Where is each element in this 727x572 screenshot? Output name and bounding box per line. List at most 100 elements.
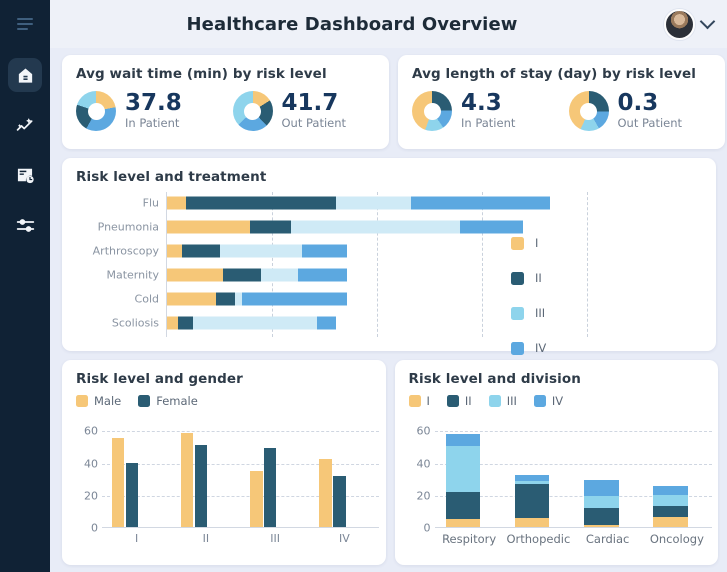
- bar-segment-I[interactable]: [167, 268, 224, 282]
- bar-segment-IV[interactable]: [242, 292, 347, 306]
- bar-group: [504, 427, 573, 527]
- legend-item[interactable]: I: [408, 394, 430, 408]
- bar-segment-I[interactable]: [653, 517, 688, 527]
- bar-segment-I[interactable]: [514, 518, 550, 527]
- donut-chart: [232, 91, 273, 131]
- bar-female[interactable]: [264, 448, 277, 527]
- bar-segment-II[interactable]: [185, 196, 336, 210]
- chart-card-risk-level-and-gender: Risk level and gender Male Female 0 20 4…: [62, 360, 386, 565]
- bar-segment-I[interactable]: [167, 244, 182, 258]
- legend-item[interactable]: Female: [138, 394, 198, 408]
- document-clock-icon: [15, 165, 35, 185]
- bar-group: [310, 427, 379, 527]
- x-axis-tick: III: [270, 532, 280, 545]
- bar-segment-IV[interactable]: [302, 244, 347, 258]
- legend-item[interactable]: IV: [511, 341, 581, 355]
- bar-segment-III[interactable]: [445, 446, 481, 492]
- chart-legend: I II III IV: [395, 387, 719, 408]
- page-title: Healthcare Dashboard Overview: [186, 13, 518, 35]
- legend-label: I: [535, 236, 539, 250]
- bar-segment-III[interactable]: [290, 220, 460, 234]
- y-axis-tick: Scoliosis: [111, 316, 159, 330]
- legend-item[interactable]: IV: [533, 394, 563, 408]
- chart-legend: I II III IV: [511, 236, 581, 376]
- bar-male[interactable]: [180, 432, 194, 527]
- bar-flu[interactable]: [167, 196, 550, 210]
- avatar[interactable]: [664, 8, 695, 40]
- bar-female[interactable]: [194, 444, 208, 527]
- kpi-value: 0.3: [617, 89, 659, 116]
- legend-item[interactable]: Male: [76, 394, 121, 408]
- legend-item[interactable]: I: [511, 236, 581, 250]
- donut-chart: [412, 91, 452, 131]
- bar-segment-IV[interactable]: [584, 480, 619, 497]
- bar-segment-I[interactable]: [167, 292, 216, 306]
- bar-segment-II[interactable]: [249, 220, 291, 234]
- bar-female[interactable]: [333, 476, 346, 527]
- sidebar-item-reports[interactable]: [8, 158, 42, 192]
- bar-male[interactable]: [111, 438, 125, 527]
- bar-segment-IV[interactable]: [298, 268, 347, 282]
- bar-segment-III[interactable]: [234, 292, 242, 306]
- hamburger-icon[interactable]: [0, 0, 50, 48]
- bar-cold[interactable]: [167, 292, 347, 306]
- bar-arthroscopy[interactable]: [167, 244, 347, 258]
- bar-segment-II[interactable]: [215, 292, 235, 306]
- bar-segment-III[interactable]: [335, 196, 411, 210]
- bar-segment-IV[interactable]: [653, 485, 688, 495]
- sidebar-item-analytics[interactable]: [8, 108, 42, 142]
- bar-segment-III[interactable]: [584, 496, 619, 508]
- bar-maternity[interactable]: [167, 268, 347, 282]
- bar-segment-II[interactable]: [514, 484, 550, 519]
- bar-segment-III[interactable]: [193, 316, 317, 330]
- chart-card-risk-level-and-treatment: Risk level and treatment Flu Pneumonia A…: [62, 158, 716, 355]
- x-axis-tick: Orthopedic: [506, 532, 571, 546]
- legend-swatch: [488, 395, 501, 407]
- chevron-down-icon[interactable]: [699, 13, 716, 30]
- bar-segment-IV[interactable]: [459, 220, 524, 234]
- sidebar-item-home[interactable]: [8, 58, 42, 92]
- dashboard-content: Avg wait time (min) by risk level 37.8 I…: [50, 48, 727, 572]
- legend-label: IV: [535, 341, 547, 355]
- bar-segment-IV[interactable]: [410, 196, 550, 210]
- bar-segment-I[interactable]: [584, 525, 619, 527]
- bar-segment-III[interactable]: [260, 268, 299, 282]
- bar-scoliosis[interactable]: [167, 316, 336, 330]
- bar-pneumonia[interactable]: [167, 220, 524, 234]
- legend-item[interactable]: III: [488, 394, 517, 408]
- bar-female[interactable]: [125, 462, 138, 527]
- bar-groups: [435, 427, 712, 527]
- bar-segment-IV[interactable]: [514, 475, 550, 481]
- kpi-metric: 4.3 In Patient: [412, 91, 569, 131]
- bar-segment-III[interactable]: [219, 244, 302, 258]
- bar-male[interactable]: [250, 470, 263, 527]
- kpi-card-length-of-stay: Avg length of stay (day) by risk level 4…: [398, 55, 725, 149]
- bar-male[interactable]: [319, 459, 332, 527]
- bar-segment-II[interactable]: [178, 316, 194, 330]
- legend-item[interactable]: II: [511, 271, 581, 285]
- bar-segment-II[interactable]: [584, 507, 619, 526]
- user-menu[interactable]: [664, 8, 727, 40]
- bar-segment-II[interactable]: [653, 506, 688, 518]
- legend-item[interactable]: III: [511, 306, 581, 320]
- bar-segment-II[interactable]: [182, 244, 220, 258]
- bar-segment-I[interactable]: [167, 220, 250, 234]
- legend-item[interactable]: II: [446, 394, 472, 408]
- kpi-value: 37.8: [125, 89, 182, 116]
- bar-segment-I[interactable]: [167, 316, 179, 330]
- bar-segment-I[interactable]: [167, 196, 186, 210]
- gridline: [587, 192, 588, 337]
- sidebar-item-settings[interactable]: [8, 208, 42, 242]
- kpi-label: In Patient: [125, 116, 180, 131]
- bar-segment-II[interactable]: [223, 268, 261, 282]
- bar-segment-III[interactable]: [514, 481, 550, 485]
- bar-segment-IV[interactable]: [317, 316, 336, 330]
- bar-segment-III[interactable]: [653, 494, 688, 506]
- bar-segment-II[interactable]: [445, 491, 481, 519]
- gridline: [434, 495, 712, 497]
- gridline: [434, 463, 712, 465]
- gridline: [102, 431, 379, 433]
- y-axis-tick: 60: [416, 424, 431, 438]
- bar-segment-IV[interactable]: [445, 433, 481, 447]
- bar-segment-I[interactable]: [445, 518, 481, 527]
